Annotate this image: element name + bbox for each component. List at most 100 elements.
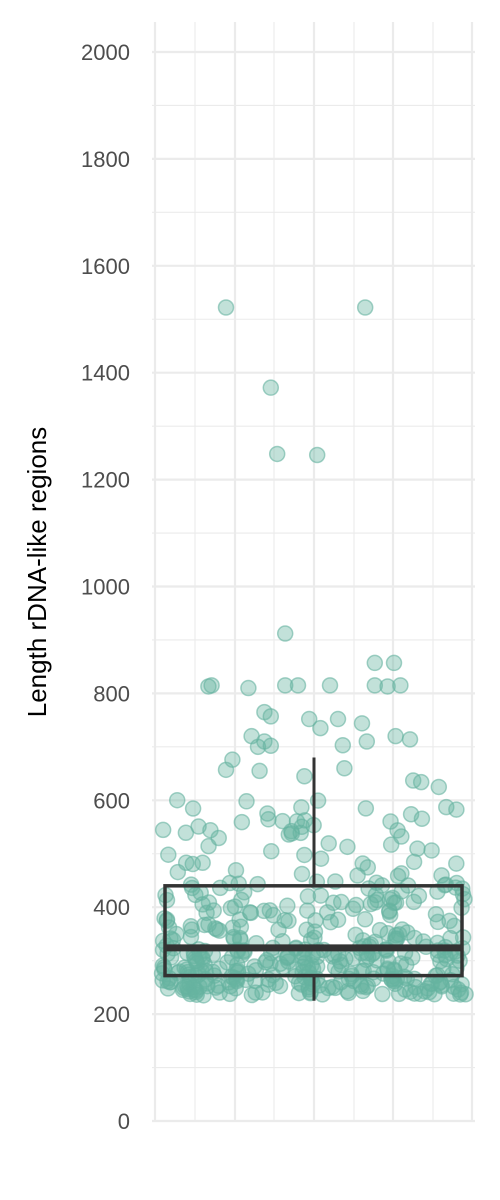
- y-tick-label: 1000: [81, 575, 130, 600]
- data-point: [308, 446, 326, 464]
- data-point: [160, 846, 177, 863]
- data-point: [222, 977, 239, 995]
- data-point: [387, 727, 404, 745]
- data-point: [339, 838, 356, 856]
- data-point: [276, 625, 294, 642]
- data-point: [302, 969, 320, 987]
- data-point: [188, 986, 205, 1003]
- data-point: [438, 798, 455, 816]
- y-tick-label: 400: [93, 895, 130, 920]
- data-point: [368, 952, 385, 969]
- y-axis-title: Length rDNA-like regions: [22, 427, 52, 717]
- data-point: [358, 733, 376, 750]
- data-point: [448, 801, 465, 818]
- data-point: [267, 974, 285, 992]
- data-point: [232, 918, 250, 936]
- data-point: [380, 952, 397, 970]
- data-point: [312, 719, 329, 737]
- data-point: [221, 874, 239, 892]
- data-point: [199, 977, 216, 995]
- data-point: [299, 888, 317, 905]
- data-point: [366, 654, 384, 672]
- y-tick-labels: 0 200 400 600 800 1000 1200 1400 1600 1800 2000: [81, 40, 130, 1134]
- y-tick-label: 200: [93, 1002, 130, 1027]
- data-point: [262, 737, 280, 755]
- data-point: [306, 923, 324, 940]
- data-point: [340, 970, 358, 987]
- data-point: [187, 886, 204, 904]
- data-point: [280, 912, 297, 930]
- y-tick-label: 1200: [81, 468, 130, 493]
- data-point: [247, 984, 264, 1001]
- data-point: [283, 825, 301, 842]
- data-point: [260, 811, 277, 828]
- data-point: [401, 731, 419, 748]
- data-point: [321, 677, 339, 694]
- data-point: [398, 970, 416, 987]
- data-point: [233, 891, 250, 909]
- data-point: [169, 863, 187, 881]
- data-point: [385, 654, 403, 672]
- data-point: [262, 379, 280, 396]
- data-point: [360, 880, 377, 897]
- data-point: [356, 299, 374, 316]
- data-point: [336, 759, 353, 777]
- data-point: [228, 956, 246, 973]
- data-point: [188, 955, 206, 972]
- data-point: [409, 840, 426, 857]
- data-point: [217, 299, 235, 316]
- data-point: [296, 767, 313, 785]
- data-point: [255, 902, 273, 920]
- data-point: [289, 677, 307, 694]
- y-tick-label: 2000: [81, 40, 130, 65]
- data-point: [412, 773, 430, 791]
- y-tick-label: 1400: [81, 361, 130, 386]
- y-tick-label: 1600: [81, 254, 130, 279]
- data-point: [433, 867, 450, 884]
- data-point: [390, 985, 408, 1003]
- data-point: [200, 837, 217, 855]
- data-point: [402, 806, 420, 823]
- data-point: [240, 679, 257, 697]
- data-point: [329, 710, 347, 728]
- box-iqr: [163, 884, 464, 978]
- data-point: [302, 984, 319, 1001]
- data-point: [312, 887, 330, 904]
- data-point: [448, 855, 465, 872]
- data-point: [423, 842, 440, 859]
- data-point: [389, 867, 407, 885]
- data-point: [293, 865, 311, 883]
- data-point: [366, 677, 384, 694]
- data-point: [332, 893, 350, 911]
- data-point: [357, 800, 375, 817]
- data-point: [349, 867, 366, 884]
- data-point: [312, 850, 330, 867]
- data-point: [353, 715, 371, 732]
- data-point: [452, 986, 469, 1003]
- data-point: [405, 853, 423, 871]
- data-point: [262, 708, 280, 725]
- data-point: [296, 846, 313, 864]
- data-point: [263, 842, 280, 860]
- data-point: [430, 778, 448, 796]
- data-point: [158, 891, 176, 909]
- data-point: [168, 791, 186, 809]
- data-point: [217, 761, 235, 779]
- data-point: [300, 710, 318, 728]
- data-point: [392, 677, 409, 694]
- data-point: [389, 822, 406, 839]
- data-point: [379, 678, 396, 695]
- data-point: [200, 916, 217, 933]
- data-point: [276, 677, 294, 694]
- data-point: [365, 970, 382, 987]
- data-point: [251, 762, 268, 780]
- data-point: [381, 902, 398, 919]
- boxplot: [163, 757, 464, 1001]
- data-point: [374, 985, 391, 1003]
- data-point: [203, 677, 220, 694]
- data-point: [194, 854, 211, 871]
- data-point: [233, 813, 251, 831]
- data-point: [356, 911, 374, 928]
